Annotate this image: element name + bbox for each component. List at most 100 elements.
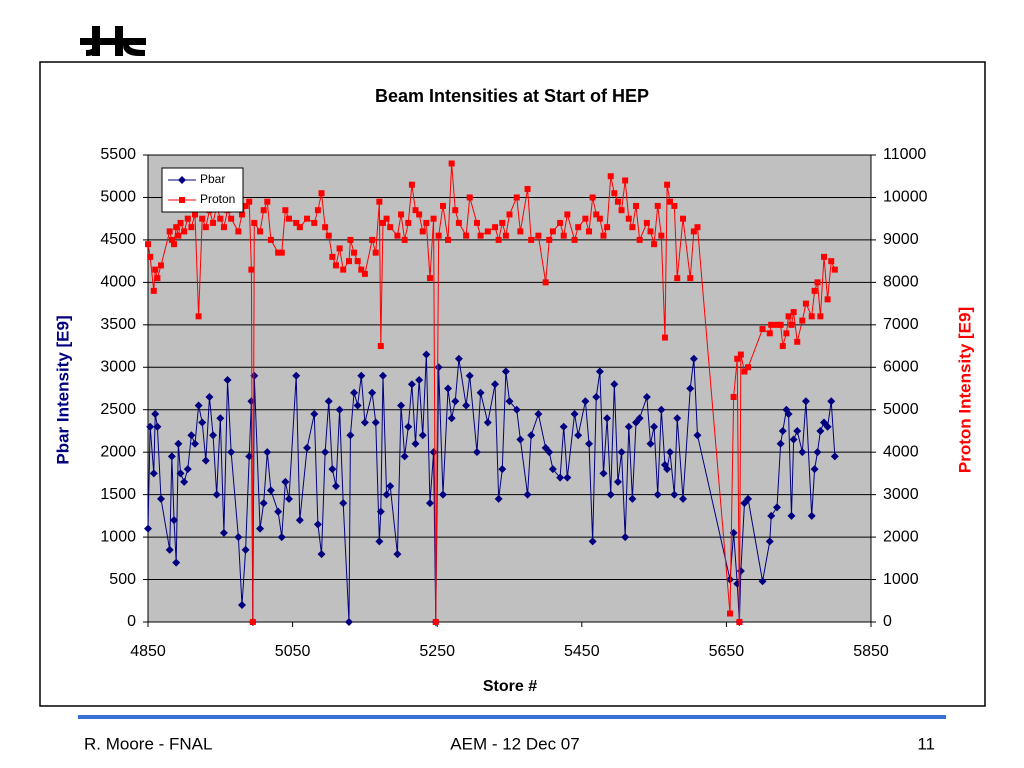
marker bbox=[690, 228, 697, 235]
marker bbox=[377, 343, 384, 350]
marker bbox=[506, 211, 513, 218]
marker bbox=[495, 236, 502, 243]
marker bbox=[295, 516, 304, 525]
marker bbox=[801, 397, 810, 406]
marker bbox=[679, 494, 688, 503]
y2-tick-label: 4000 bbox=[883, 443, 919, 460]
marker bbox=[582, 215, 589, 222]
marker bbox=[830, 452, 839, 461]
marker bbox=[401, 236, 408, 243]
marker bbox=[199, 215, 206, 222]
marker bbox=[783, 330, 790, 337]
marker bbox=[603, 414, 612, 423]
marker bbox=[596, 215, 603, 222]
marker bbox=[693, 431, 702, 440]
marker bbox=[625, 215, 632, 222]
plot-area bbox=[147, 154, 872, 623]
marker bbox=[599, 469, 608, 478]
marker bbox=[278, 249, 285, 256]
chart-title: Beam Intensities at Start of HEP bbox=[375, 86, 649, 106]
marker bbox=[146, 422, 155, 431]
marker bbox=[670, 490, 679, 499]
marker bbox=[361, 270, 368, 277]
marker bbox=[275, 249, 282, 256]
marker bbox=[394, 232, 401, 239]
marker bbox=[787, 511, 796, 520]
marker bbox=[147, 253, 154, 260]
marker bbox=[372, 249, 379, 256]
marker bbox=[614, 198, 621, 205]
marker bbox=[545, 448, 554, 457]
marker bbox=[542, 279, 549, 286]
marker bbox=[284, 494, 293, 503]
marker bbox=[557, 219, 564, 226]
marker bbox=[642, 392, 651, 401]
marker bbox=[501, 367, 510, 376]
marker bbox=[398, 211, 405, 218]
marker bbox=[592, 392, 601, 401]
marker bbox=[821, 253, 828, 260]
marker bbox=[828, 258, 835, 265]
marker bbox=[321, 448, 330, 457]
marker bbox=[430, 215, 437, 222]
marker bbox=[694, 224, 701, 231]
marker bbox=[408, 181, 415, 188]
marker bbox=[412, 207, 419, 214]
marker bbox=[170, 516, 179, 525]
marker bbox=[242, 202, 249, 209]
marker bbox=[344, 618, 353, 626]
marker bbox=[502, 232, 509, 239]
marker bbox=[167, 452, 176, 461]
marker bbox=[484, 228, 491, 235]
marker bbox=[563, 473, 572, 482]
marker bbox=[190, 439, 199, 448]
marker bbox=[585, 439, 594, 448]
marker bbox=[223, 376, 232, 385]
marker bbox=[560, 232, 567, 239]
marker bbox=[266, 486, 275, 495]
marker bbox=[727, 610, 734, 617]
marker bbox=[779, 343, 786, 350]
marker bbox=[267, 236, 274, 243]
marker bbox=[483, 418, 492, 427]
marker bbox=[811, 287, 818, 294]
marker bbox=[452, 207, 459, 214]
marker bbox=[376, 198, 383, 205]
marker bbox=[383, 215, 390, 222]
x-tick-label: 5050 bbox=[275, 643, 311, 660]
marker bbox=[304, 215, 311, 222]
marker bbox=[416, 211, 423, 218]
marker bbox=[281, 477, 290, 486]
marker bbox=[633, 202, 640, 209]
marker bbox=[158, 262, 165, 269]
marker bbox=[651, 241, 658, 248]
marker bbox=[789, 435, 798, 444]
marker bbox=[799, 317, 806, 324]
marker bbox=[336, 245, 343, 252]
marker bbox=[357, 371, 366, 380]
marker bbox=[778, 426, 787, 435]
marker bbox=[798, 448, 807, 457]
marker bbox=[274, 507, 283, 516]
legend-label: Proton bbox=[200, 192, 235, 206]
marker bbox=[523, 490, 532, 499]
marker bbox=[303, 443, 312, 452]
marker bbox=[400, 452, 409, 461]
marker bbox=[172, 558, 181, 567]
marker bbox=[663, 465, 672, 474]
marker bbox=[152, 266, 159, 273]
x-axis-label: Store # bbox=[483, 678, 537, 695]
marker bbox=[351, 249, 358, 256]
marker bbox=[593, 211, 600, 218]
marker bbox=[607, 173, 614, 180]
y2-tick-label: 7000 bbox=[883, 316, 919, 333]
marker bbox=[176, 469, 185, 478]
marker bbox=[212, 490, 221, 499]
marker bbox=[788, 321, 795, 328]
marker bbox=[175, 232, 182, 239]
y2-tick-label: 0 bbox=[883, 613, 892, 630]
marker bbox=[498, 465, 507, 474]
marker bbox=[217, 215, 224, 222]
marker bbox=[329, 253, 336, 260]
footer-center: AEM - 12 Dec 07 bbox=[450, 734, 579, 753]
